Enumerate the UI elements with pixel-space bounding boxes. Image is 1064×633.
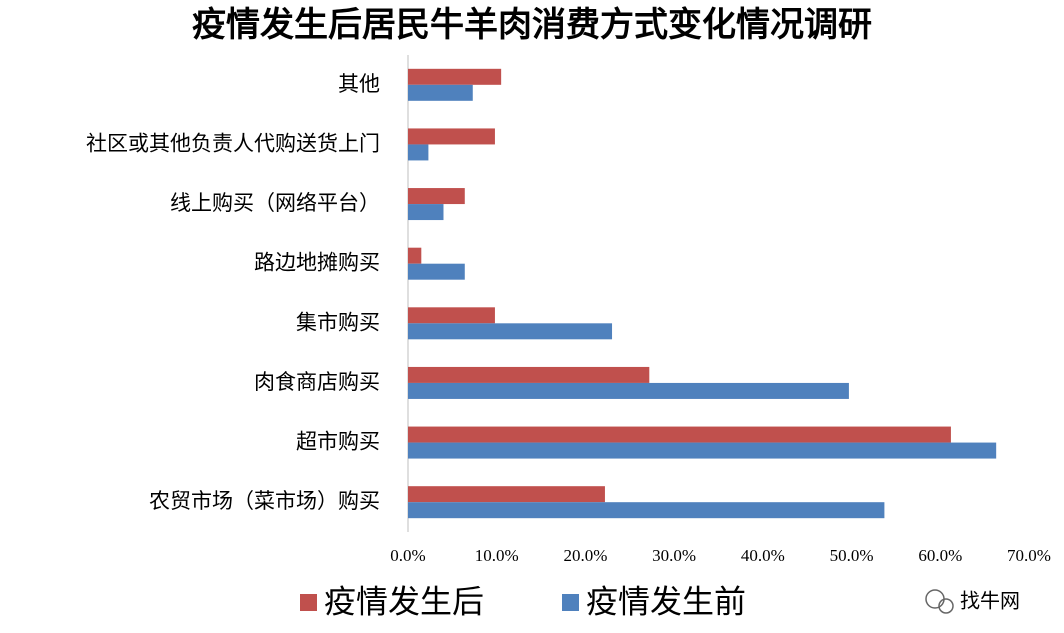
x-tick-label: 10.0% xyxy=(475,546,519,565)
legend-label: 疫情发生后 xyxy=(324,583,484,621)
bar xyxy=(408,204,444,221)
bar xyxy=(408,382,849,399)
bar xyxy=(408,247,422,264)
bar xyxy=(408,502,885,519)
watermark-icon xyxy=(925,589,945,609)
watermark: 找牛网 xyxy=(925,589,1020,614)
y-tick-label: 超市购买 xyxy=(296,430,380,454)
bar xyxy=(408,366,650,383)
bar xyxy=(408,426,951,443)
y-tick-label: 线上购买（网络平台） xyxy=(170,191,380,215)
bar xyxy=(408,188,465,205)
y-tick-label: 路边地摊购买 xyxy=(254,251,380,275)
bar xyxy=(408,128,495,145)
x-tick-label: 50.0% xyxy=(830,546,874,565)
bar xyxy=(408,486,605,503)
chart-title: 疫情发生后居民牛羊肉消费方式变化情况调研 xyxy=(192,6,872,44)
x-tick-label: 40.0% xyxy=(741,546,785,565)
y-tick-label: 社区或其他负责人代购送货上门 xyxy=(86,131,380,155)
bar xyxy=(408,263,465,280)
y-tick-label: 其他 xyxy=(338,72,380,96)
x-tick-label: 30.0% xyxy=(652,546,696,565)
bar xyxy=(408,84,473,101)
y-tick-label: 农贸市场（菜市场）购买 xyxy=(149,489,380,513)
bar xyxy=(408,307,495,324)
x-tick-label: 70.0% xyxy=(1007,546,1051,565)
legend-swatch xyxy=(562,594,579,611)
watermark-icon xyxy=(938,598,954,614)
x-tick-label: 20.0% xyxy=(563,546,607,565)
bar xyxy=(408,323,613,340)
legend-label: 疫情发生前 xyxy=(586,583,746,621)
bar xyxy=(408,144,429,161)
x-tick-label: 0.0% xyxy=(390,546,425,565)
bar xyxy=(408,68,502,85)
y-tick-label: 肉食商店购买 xyxy=(254,370,380,394)
watermark-text: 找牛网 xyxy=(960,589,1020,613)
y-tick-label: 集市购买 xyxy=(296,310,380,334)
legend-swatch xyxy=(300,594,317,611)
x-tick-label: 60.0% xyxy=(918,546,962,565)
bar xyxy=(408,442,997,459)
